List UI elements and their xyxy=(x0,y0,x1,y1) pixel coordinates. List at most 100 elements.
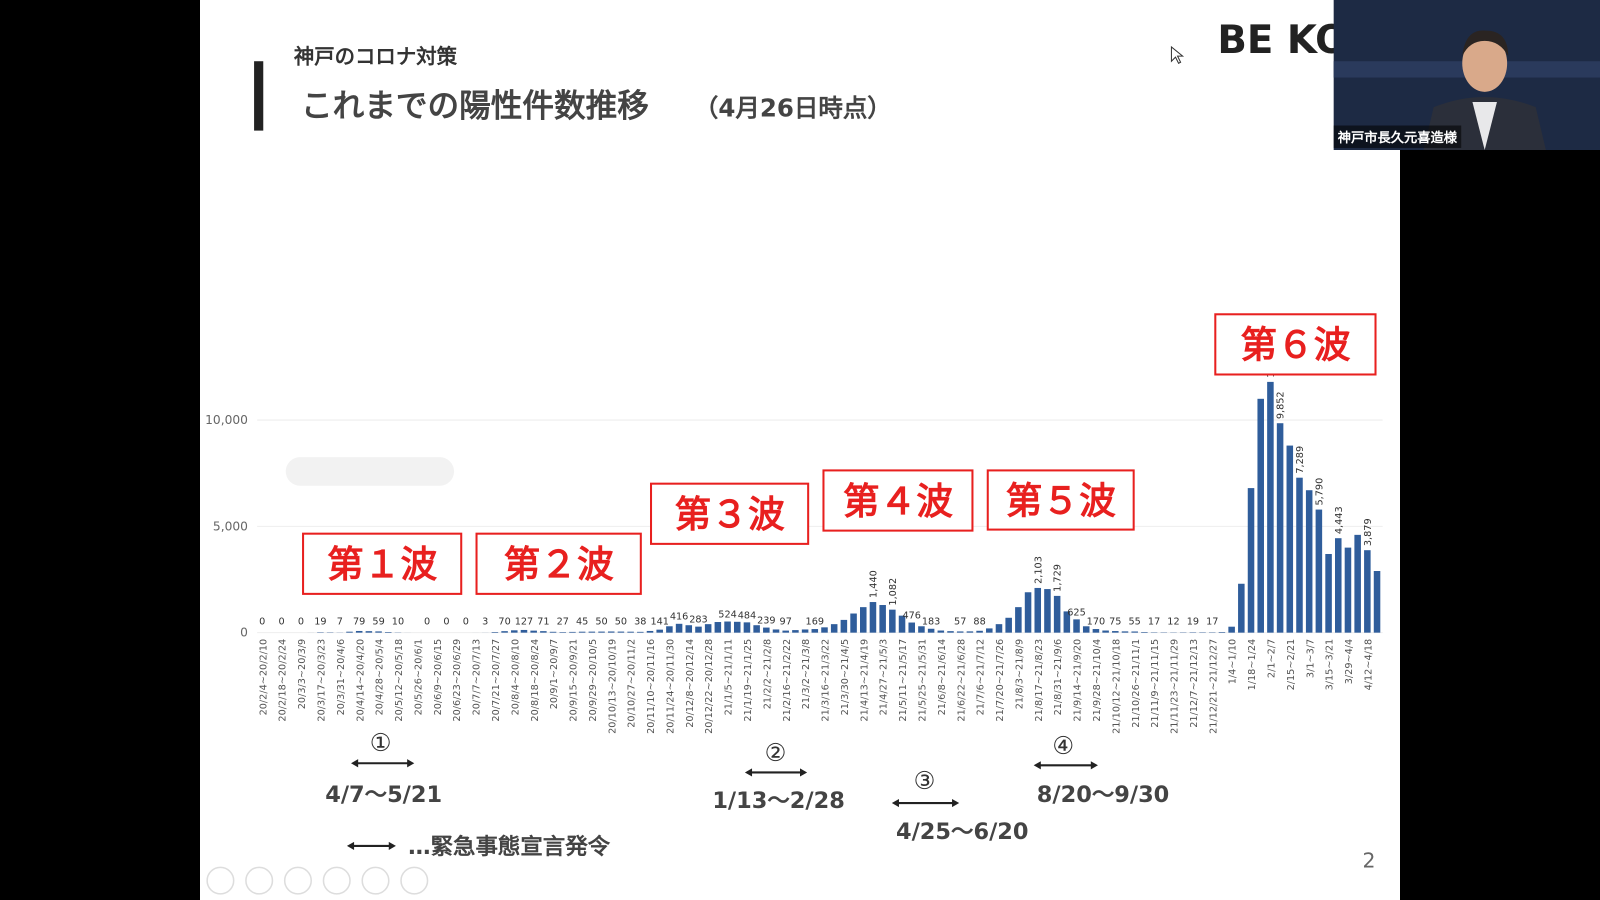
bar xyxy=(733,621,741,633)
bar xyxy=(1238,583,1245,633)
bar xyxy=(1141,632,1148,633)
bar xyxy=(743,622,751,633)
control-icon[interactable] xyxy=(283,866,312,895)
bar xyxy=(937,630,945,633)
control-icon[interactable] xyxy=(361,866,390,895)
bar xyxy=(1267,381,1274,633)
bar xyxy=(956,631,964,633)
bar xyxy=(588,631,596,633)
x-tick-label: 20/11/10~20/11/16 xyxy=(646,639,657,734)
value-label: 3,879 xyxy=(1363,518,1374,546)
bar xyxy=(763,627,770,633)
bar xyxy=(898,615,906,633)
arrow-head xyxy=(891,798,960,808)
wave-box xyxy=(1214,313,1377,376)
bar xyxy=(704,624,712,633)
x-tick-label: 20/5/12~20/5/18 xyxy=(394,639,405,722)
bar xyxy=(637,631,644,633)
bar xyxy=(355,630,363,633)
x-tick-label: 20/3/3~20/3/9 xyxy=(297,639,308,709)
control-icon[interactable] xyxy=(322,866,351,895)
bar xyxy=(1073,619,1080,633)
bar xyxy=(947,631,954,633)
name-tag xyxy=(1333,125,1462,148)
x-tick-label: 21/5/11~21/5/17 xyxy=(898,639,909,722)
wave-box xyxy=(302,532,463,595)
value-label: 59 xyxy=(372,616,384,627)
x-tick-label: 4/12~4/18 xyxy=(1363,639,1374,691)
bar xyxy=(1315,509,1323,633)
value-label: 183 xyxy=(922,616,941,627)
y-tick-label: 10,000 xyxy=(205,413,248,427)
x-tick-label: 20/2/4~20/2/10 xyxy=(258,639,269,716)
x-tick-label: 2/15~2/21 xyxy=(1286,639,1297,691)
x-tick-label: 21/1/19~21/1/25 xyxy=(743,639,754,722)
value-label: 10 xyxy=(392,616,404,627)
person-face xyxy=(1462,34,1508,92)
bar xyxy=(1044,589,1051,633)
value-label: 0 xyxy=(298,616,304,627)
value-label: 5,790 xyxy=(1314,478,1325,506)
bar xyxy=(685,625,693,633)
period-range: 4/7～5/21 xyxy=(325,782,442,808)
bar xyxy=(830,624,838,633)
bar xyxy=(772,629,780,633)
x-tick-label: 21/9/14~21/9/20 xyxy=(1073,639,1084,722)
control-icon[interactable] xyxy=(400,866,429,895)
bar xyxy=(1063,611,1071,633)
bar xyxy=(976,630,983,633)
wave-box xyxy=(986,469,1135,531)
bar xyxy=(666,626,673,633)
value-label: 476 xyxy=(902,610,921,621)
bar xyxy=(646,630,654,633)
value-label: 50 xyxy=(615,616,627,627)
bar xyxy=(1354,534,1361,633)
value-label: 2,103 xyxy=(1033,556,1044,584)
value-label: 0 xyxy=(424,616,430,627)
emergency-legend: …緊急事態宣言発令 xyxy=(408,833,611,860)
x-tick-label: 21/6/8~21/6/14 xyxy=(937,639,948,716)
x-tick-label: 21/2/2~21/2/8 xyxy=(762,639,773,709)
x-tick-label: 21/8/17~21/8/23 xyxy=(1034,639,1045,722)
bar xyxy=(491,632,499,633)
value-label: 416 xyxy=(670,612,689,623)
x-tick-label: 21/12/7~21/12/13 xyxy=(1189,639,1200,728)
bar xyxy=(840,619,848,633)
wave-label: 第４波 xyxy=(843,480,953,523)
title-bar xyxy=(254,61,264,131)
bar xyxy=(578,631,586,633)
participant-name: 神戸市長久元喜造様 xyxy=(1338,129,1458,146)
value-label: 27 xyxy=(557,616,569,627)
value-label: 4,443 xyxy=(1334,506,1345,534)
x-tick-label: 21/11/23~21/11/29 xyxy=(1170,639,1181,734)
control-icon[interactable] xyxy=(245,866,274,895)
arrow-head xyxy=(351,759,415,768)
bar xyxy=(675,623,683,633)
bar xyxy=(346,631,353,633)
period-range: 1/13～2/28 xyxy=(712,788,845,814)
cursor xyxy=(1170,45,1185,64)
bar xyxy=(1121,631,1129,633)
value-label: 79 xyxy=(353,616,365,627)
value-label: 7,289 xyxy=(1295,446,1306,474)
x-tick-label: 21/7/20~21/7/26 xyxy=(995,639,1006,722)
x-tick-label: 21/2/16~21/2/22 xyxy=(782,639,793,722)
value-label: 9,852 xyxy=(1276,391,1287,419)
bar xyxy=(617,631,625,633)
x-tick-label: 20/4/14~20/4/20 xyxy=(355,639,366,722)
value-label: 524 xyxy=(718,609,737,620)
x-tick-label: 21/7/6~21/7/12 xyxy=(976,639,987,716)
control-icon[interactable] xyxy=(206,866,235,895)
period-number: ① xyxy=(370,728,392,757)
bar xyxy=(724,621,731,633)
period-number: ② xyxy=(765,738,787,767)
value-label: 0 xyxy=(463,616,469,627)
page-number: 2 xyxy=(1363,848,1376,872)
bar xyxy=(569,631,576,633)
x-tick-label: 21/10/12~21/10/18 xyxy=(1111,639,1122,734)
bar xyxy=(511,630,518,633)
x-tick-label: 21/5/25~21/5/31 xyxy=(918,639,929,722)
bar xyxy=(501,631,508,633)
x-tick-label: 20/5/26~20/6/1 xyxy=(413,639,424,716)
